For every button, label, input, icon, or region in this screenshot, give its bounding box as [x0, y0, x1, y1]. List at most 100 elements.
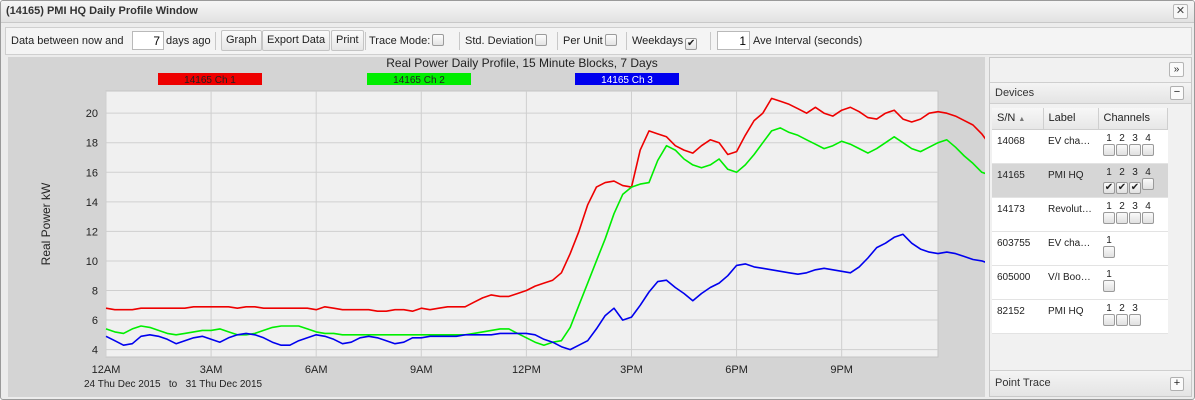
channel-checkbox[interactable] [1103, 313, 1115, 326]
trace-mode-checkbox[interactable] [432, 34, 445, 46]
channel-number: 3 [1132, 166, 1138, 178]
weekdays-toggle[interactable]: Weekdays ✔ [632, 28, 698, 54]
device-row[interactable]: 14173 Revolut… 1 2 3 4 [992, 197, 1168, 232]
x-tick-label: 6AM [305, 364, 328, 376]
weekdays-checkbox[interactable]: ✔ [685, 38, 698, 50]
x-tick-label: 3AM [200, 364, 223, 376]
channel-number: 2 [1119, 302, 1125, 314]
channel-checkbox[interactable] [1142, 177, 1154, 190]
chart-area: 4 6 8 10 12 14 16 18 20 12AM 3AM 6AM 9AM 12PM 3PM 6PM 9P… [8, 56, 1194, 397]
device-sn: 82152 [992, 299, 1043, 334]
per-unit-checkbox[interactable] [604, 34, 617, 46]
legend-swatch[interactable] [158, 73, 262, 85]
std-deviation-label: Std. Deviation [465, 35, 534, 47]
point-trace-header[interactable]: Point Trace + [990, 370, 1191, 396]
collapse-devices-icon[interactable]: − [1170, 86, 1184, 100]
days-input[interactable] [132, 31, 164, 50]
date-from: 24 Thu Dec 2015 [84, 379, 161, 390]
channel-checkbox[interactable] [1103, 211, 1115, 224]
device-sn: 14165 [992, 163, 1043, 198]
channel-number: 1 [1106, 166, 1112, 178]
x-tick-label: 9AM [410, 364, 433, 376]
y-tick-label: 20 [86, 108, 98, 120]
channel-number: 3 [1132, 132, 1138, 144]
channel-checkbox[interactable] [1116, 211, 1128, 224]
channel-checkbox[interactable] [1103, 245, 1115, 258]
ave-interval-input[interactable] [717, 31, 750, 50]
channel-number: 4 [1145, 166, 1151, 178]
expand-panel-icon[interactable]: » [1169, 62, 1184, 77]
channel-number: 3 [1132, 302, 1138, 314]
column-header-label[interactable]: Label [1043, 108, 1099, 130]
channel-number: 2 [1119, 132, 1125, 144]
channel-number: 1 [1106, 234, 1112, 246]
device-sn: 603755 [992, 231, 1043, 266]
legend-swatch[interactable] [367, 73, 471, 85]
x-tick-label: 12AM [92, 364, 121, 376]
print-button[interactable]: Print [331, 30, 364, 51]
chart-title: Real Power Daily Profile, 15 Minute Bloc… [386, 57, 657, 70]
ave-interval-label: Ave Interval (seconds) [753, 35, 863, 47]
channel-number: 2 [1119, 200, 1125, 212]
expand-point-trace-icon[interactable]: + [1170, 377, 1184, 391]
channel-checkbox[interactable] [1103, 143, 1115, 156]
toolbar-separator [710, 32, 711, 50]
channel-checkbox[interactable] [1116, 143, 1128, 156]
per-unit-toggle[interactable]: Per Unit [563, 28, 617, 54]
device-label: PMI HQ [1043, 163, 1098, 198]
channel-checkbox[interactable] [1129, 143, 1141, 156]
devices-header[interactable]: Devices − [990, 82, 1191, 104]
device-row[interactable]: 82152 PMI HQ 1 2 3 [992, 299, 1168, 334]
column-header-sn[interactable]: S/N ▲ [992, 108, 1044, 130]
channel-checkbox[interactable]: ✔ [1129, 181, 1141, 194]
channel-checkbox[interactable] [1142, 211, 1154, 224]
x-tick-label: 9PM [830, 364, 853, 376]
days-ago-label: days ago [166, 35, 211, 47]
channel-checkbox[interactable] [1116, 313, 1128, 326]
std-deviation-checkbox[interactable] [535, 34, 548, 46]
date-range: 24 Thu Dec 2015 to 31 Thu Dec 2015 [84, 379, 262, 390]
x-tick-label: 3PM [620, 364, 643, 376]
device-label: V/I Boo… [1043, 265, 1098, 300]
close-icon[interactable]: ✕ [1173, 4, 1188, 19]
device-sn: 14173 [992, 197, 1043, 232]
device-label: EV cha… [1043, 231, 1098, 266]
channel-checkbox[interactable]: ✔ [1116, 181, 1128, 194]
devices-title: Devices [995, 87, 1035, 99]
std-deviation-toggle[interactable]: Std. Deviation [465, 28, 548, 54]
channel-checkbox[interactable]: ✔ [1103, 181, 1115, 194]
channel-checkbox[interactable] [1142, 143, 1154, 156]
y-tick-label: 6 [92, 315, 98, 327]
toolbar: Data between now and days ago Graph Expo… [5, 27, 1192, 55]
device-label: EV cha… [1043, 129, 1098, 164]
toolbar-separator [215, 32, 216, 50]
channel-checkbox[interactable] [1103, 279, 1115, 292]
channel-number: 4 [1145, 132, 1151, 144]
plot-area [105, 90, 939, 358]
side-panel: » Devices − S/N ▲ Label Channels 14068 EV… [989, 57, 1192, 397]
toolbar-separator [365, 32, 366, 50]
export-data-button[interactable]: Export Data [262, 30, 331, 51]
column-header-channels[interactable]: Channels [1098, 108, 1168, 130]
per-unit-label: Per Unit [563, 35, 603, 47]
trace-mode-label: Trace Mode: [369, 35, 431, 47]
channel-checkbox[interactable] [1129, 313, 1141, 326]
legend-swatch[interactable] [575, 73, 679, 85]
date-to-label: to [168, 379, 178, 390]
channel-checkbox[interactable] [1129, 211, 1141, 224]
channel-number: 1 [1106, 200, 1112, 212]
point-trace-title: Point Trace [995, 377, 1051, 389]
device-row[interactable]: 14068 EV cha… 1 2 3 4 [992, 129, 1168, 164]
device-row[interactable]: 603755 EV cha… 1 [992, 231, 1168, 266]
trace-mode-toggle[interactable]: Trace Mode: [369, 28, 445, 54]
graph-button[interactable]: Graph [221, 30, 262, 51]
title-bar[interactable]: (14165) PMI HQ Daily Profile Window ✕ [1, 1, 1194, 23]
device-row[interactable]: 14165 PMI HQ 1 2 3 4 ✔ ✔ ✔ [992, 163, 1168, 198]
y-tick-label: 18 [86, 138, 98, 150]
device-label: Revolut… [1043, 197, 1098, 232]
device-row[interactable]: 605000 V/I Boo… 1 [992, 265, 1168, 300]
y-tick-label: 16 [86, 167, 98, 179]
